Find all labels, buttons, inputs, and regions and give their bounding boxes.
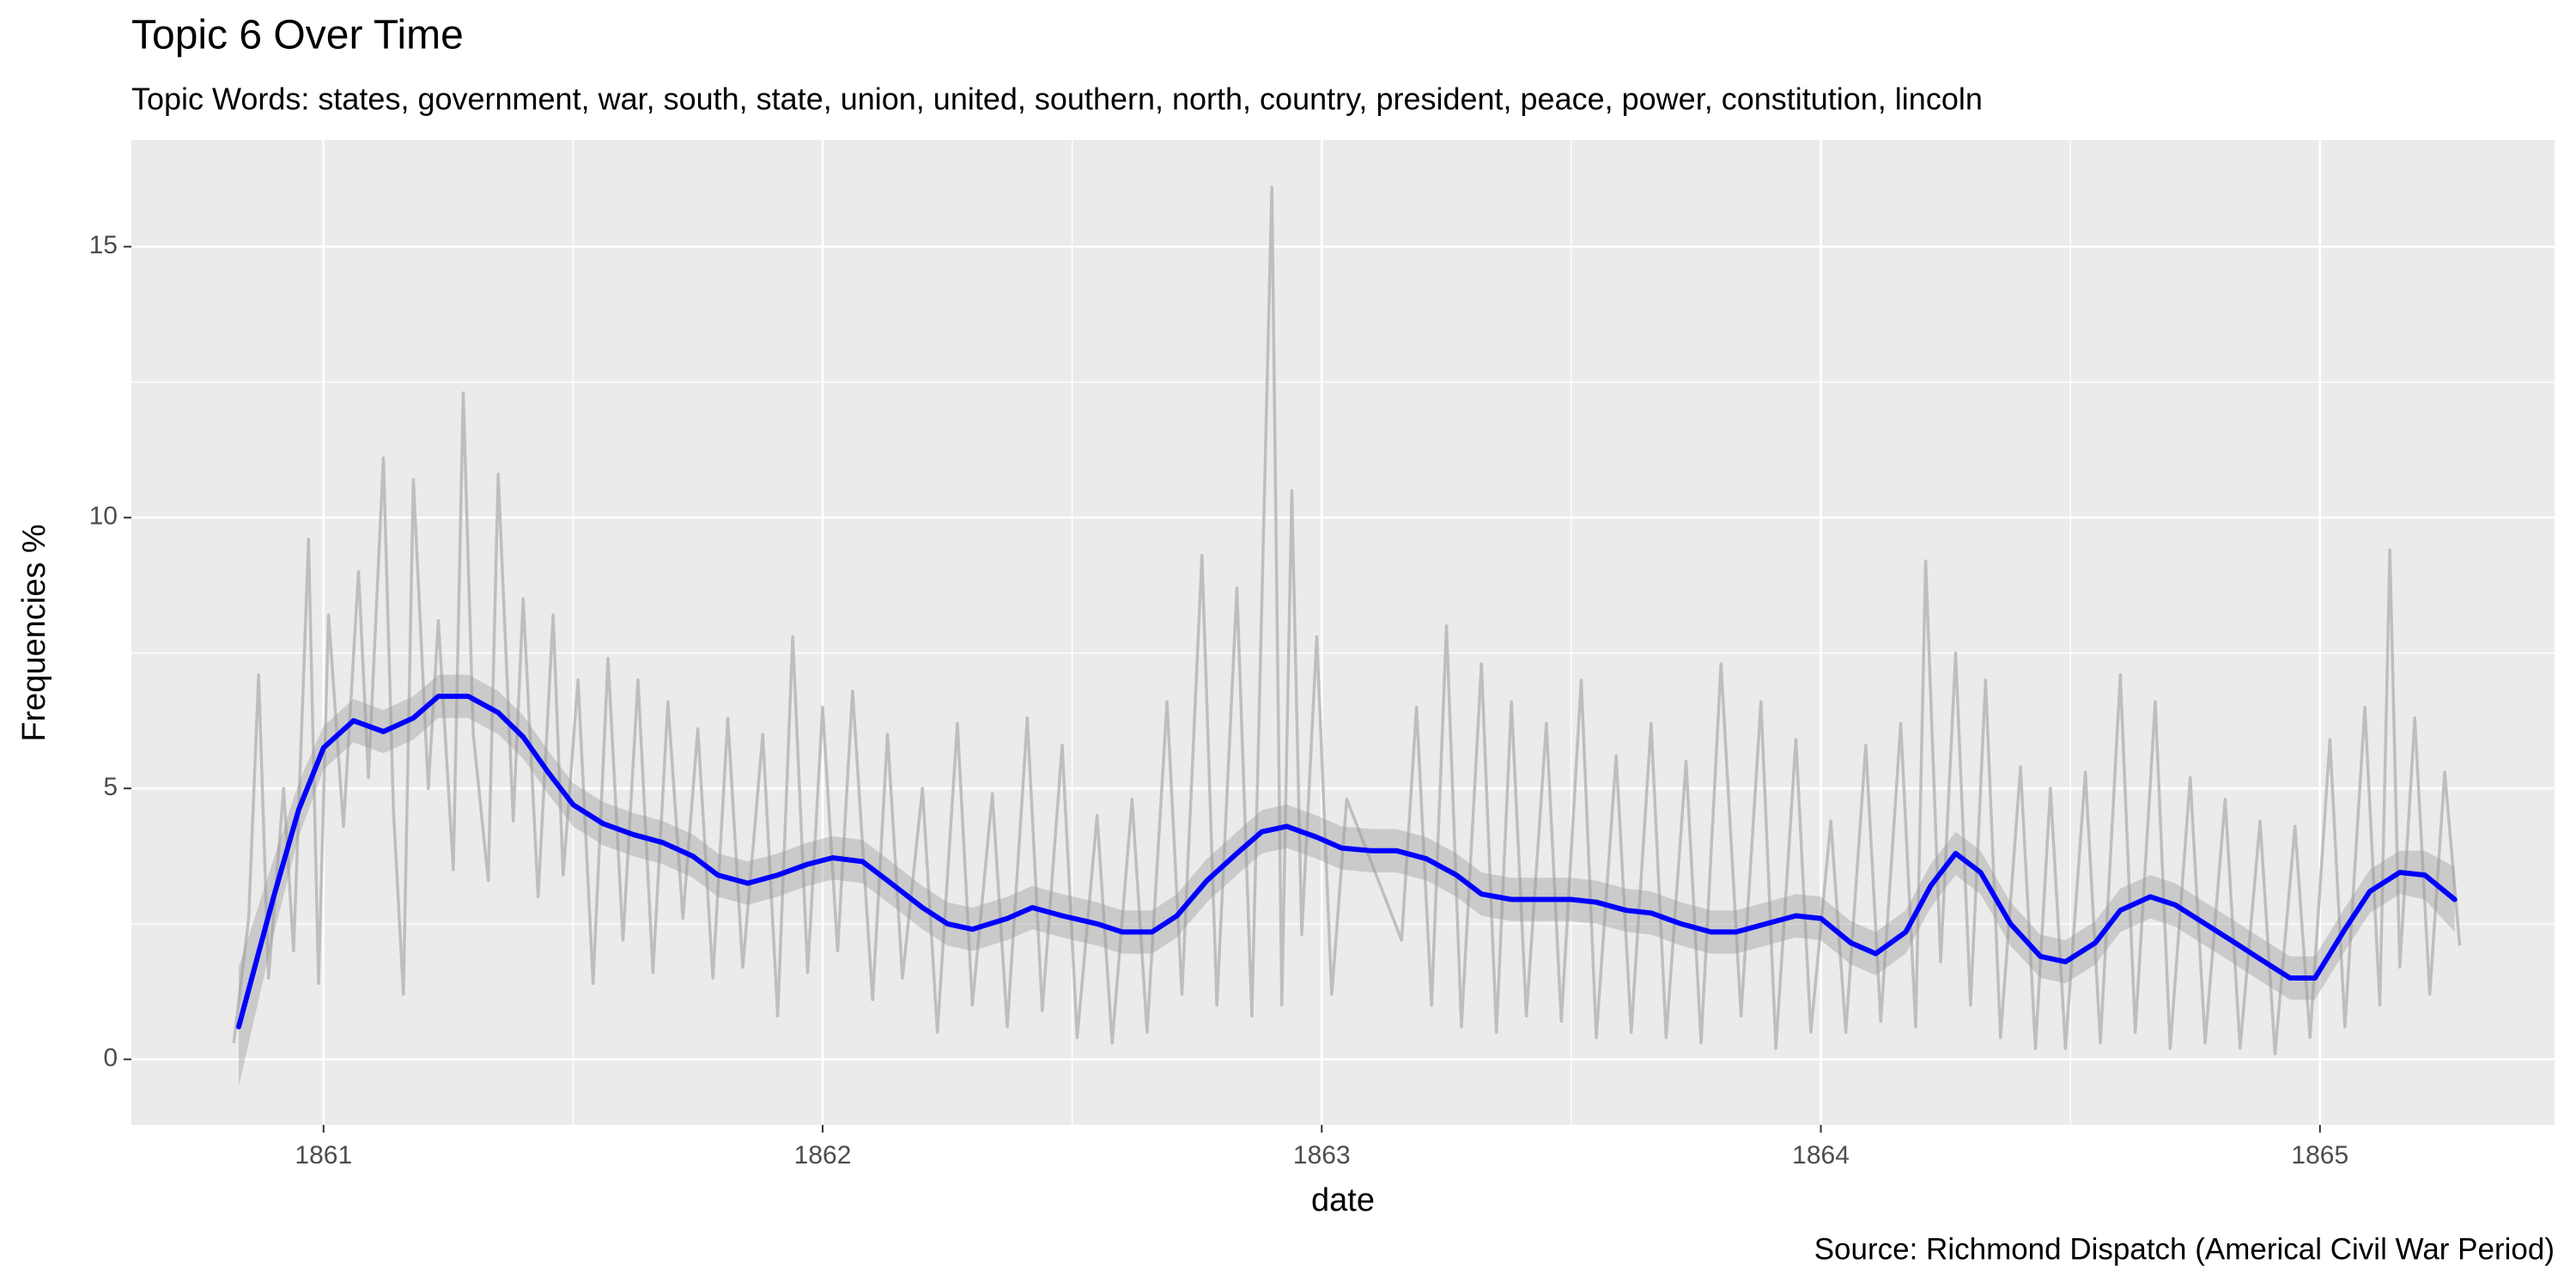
smooth-line [236,693,2458,1030]
raw-line [232,185,2462,1056]
x-axis-title: date [1311,1182,1375,1218]
y-tick-label: 10 [89,502,118,531]
chart-title: Topic 6 Over Time [131,13,464,58]
x-tick-label: 1862 [794,1141,852,1170]
y-tick-label: 15 [89,231,118,259]
y-tick-label: 0 [103,1044,118,1072]
x-tick-label: 1864 [1792,1141,1850,1170]
confidence-band [239,674,2455,1087]
y-axis-title: Frequencies % [16,524,52,741]
x-tick-label: 1861 [295,1141,352,1170]
chart-subtitle: Topic Words: states, government, war, so… [131,82,1983,117]
x-tick-label: 1865 [2291,1141,2348,1170]
caption: Source: Richmond Dispatch (Americal Civi… [1814,1232,2555,1266]
x-tick-label: 1863 [1293,1141,1351,1170]
y-tick-label: 5 [103,773,118,801]
plot-panel [131,140,2555,1125]
